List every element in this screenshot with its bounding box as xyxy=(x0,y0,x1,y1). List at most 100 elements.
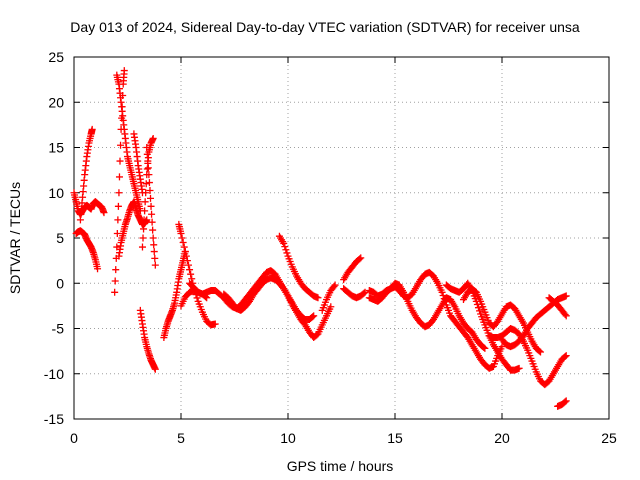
data-point-plus xyxy=(561,310,569,318)
y-tick-label: 25 xyxy=(48,49,64,65)
data-point-plus xyxy=(149,226,157,234)
data-point-plus xyxy=(474,304,482,312)
data-point-plus xyxy=(361,288,369,296)
data-point-plus xyxy=(282,246,290,254)
data-point-plus xyxy=(144,164,152,172)
data-point-plus xyxy=(112,266,120,274)
data-point-plus xyxy=(179,239,187,247)
y-axis-label: SDTVAR / TECUs xyxy=(7,182,23,294)
data-point-plus xyxy=(145,171,153,179)
data-point-plus xyxy=(562,397,570,405)
y-tick-label: -5 xyxy=(52,321,65,337)
data-point-plus xyxy=(143,150,151,158)
data-point-plus xyxy=(186,266,194,274)
data-point-plus xyxy=(144,157,152,165)
data-point-plus xyxy=(193,294,201,302)
data-point-plus xyxy=(357,254,365,262)
data-point-plus xyxy=(115,173,123,181)
data-point-plus xyxy=(113,229,121,237)
data-point-plus xyxy=(140,216,148,224)
x-tick-label: 0 xyxy=(70,430,78,446)
x-tick-label: 20 xyxy=(494,430,510,446)
data-point-plus xyxy=(141,198,149,206)
data-point-plus xyxy=(140,225,148,233)
data-point-plus xyxy=(330,282,338,290)
x-tick-label: 10 xyxy=(280,430,296,446)
data-points xyxy=(70,67,570,410)
data-point-plus xyxy=(476,307,484,315)
y-tick-label: 10 xyxy=(48,185,64,201)
x-axis-tick-labels: 0 5 10 15 20 25 xyxy=(70,430,617,446)
data-point-plus xyxy=(111,288,119,296)
axis-ticks xyxy=(73,56,610,420)
data-point-plus xyxy=(88,125,96,133)
data-point-plus xyxy=(184,261,192,269)
data-point-plus xyxy=(111,277,119,285)
x-tick-label: 5 xyxy=(177,430,185,446)
data-point-plus xyxy=(327,303,335,311)
y-tick-label: 5 xyxy=(56,230,64,246)
data-point-plus xyxy=(561,353,569,361)
chart-title: Day 013 of 2024, Sidereal Day-to-day VTE… xyxy=(70,19,580,35)
y-tick-label: -10 xyxy=(44,366,64,382)
data-point-plus xyxy=(149,134,157,142)
data-point-plus xyxy=(148,218,156,226)
data-point-plus xyxy=(310,312,318,320)
data-point-plus xyxy=(481,344,489,352)
data-point-plus xyxy=(280,239,288,247)
data-point-plus xyxy=(178,234,186,242)
data-point-plus xyxy=(151,254,159,262)
data-point-plus xyxy=(211,320,219,328)
data-point-plus xyxy=(141,207,149,215)
y-tick-label: 0 xyxy=(56,275,64,291)
data-point-plus xyxy=(147,202,155,210)
data-point-plus xyxy=(438,288,446,296)
data-point-plus xyxy=(100,209,108,217)
data-point-plus xyxy=(283,249,291,257)
data-point-plus xyxy=(150,248,158,256)
data-point-plus xyxy=(561,398,569,406)
x-tick-label: 15 xyxy=(387,430,403,446)
y-axis-tick-labels: -15 -10 -5 0 5 10 15 20 25 xyxy=(44,49,64,427)
data-point-plus xyxy=(139,234,147,242)
data-point-plus xyxy=(182,252,190,260)
data-point-plus xyxy=(114,216,122,224)
data-point-plus xyxy=(146,186,154,194)
data-point-plus xyxy=(147,194,155,202)
data-point-plus xyxy=(188,275,196,283)
x-tick-label: 25 xyxy=(601,430,617,446)
data-point-plus xyxy=(138,243,146,251)
data-point-plus xyxy=(281,243,289,251)
data-point-plus xyxy=(331,281,339,289)
data-point-plus xyxy=(143,144,151,151)
data-point-plus xyxy=(142,189,150,197)
data-point-plus xyxy=(535,347,543,355)
data-point-plus xyxy=(562,292,570,300)
y-tick-label: 20 xyxy=(48,94,64,110)
y-tick-label: -15 xyxy=(44,411,64,427)
data-point-plus xyxy=(183,257,191,265)
y-tick-label: 15 xyxy=(48,140,64,156)
data-point-plus xyxy=(120,67,128,75)
data-point-plus xyxy=(562,312,570,320)
data-point-plus xyxy=(148,210,156,218)
data-point-plus xyxy=(114,202,122,210)
data-point-plus xyxy=(314,294,322,302)
data-point-plus xyxy=(149,234,157,242)
data-point-plus xyxy=(117,141,125,149)
data-point-plus xyxy=(145,179,153,187)
data-point-plus xyxy=(498,343,506,351)
data-point-plus xyxy=(480,344,488,352)
data-point-plus xyxy=(537,348,545,356)
data-point-plus xyxy=(181,248,189,256)
data-point-plus xyxy=(562,352,570,360)
data-point-plus xyxy=(177,229,185,237)
data-point-plus xyxy=(151,365,159,373)
data-point-plus xyxy=(115,189,123,197)
data-point-plus xyxy=(360,289,368,297)
data-point-plus xyxy=(309,313,317,321)
data-point-plus xyxy=(142,180,150,188)
data-point-plus xyxy=(180,243,188,251)
